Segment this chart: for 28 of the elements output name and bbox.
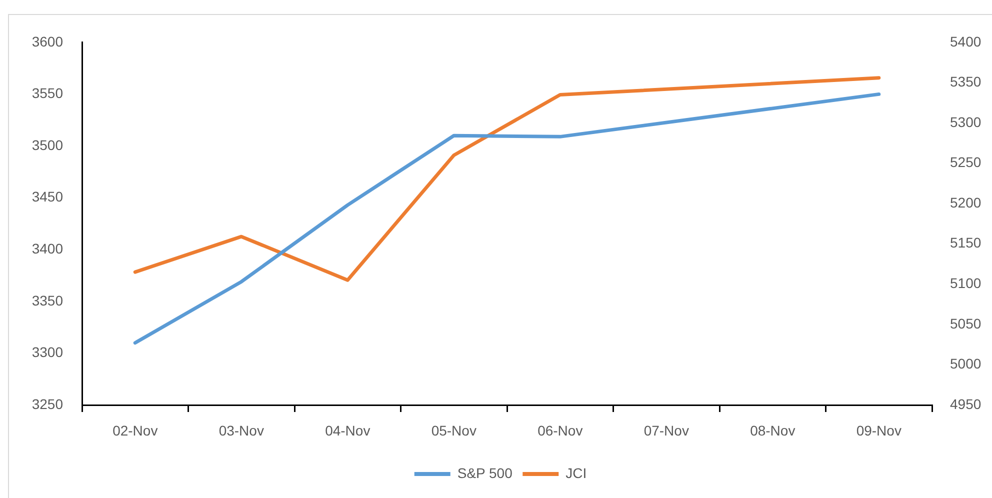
x-tick-label: 03-Nov <box>218 422 264 438</box>
x-tick-label: 02-Nov <box>112 422 158 438</box>
y2-tick-label: 5150 <box>950 234 982 251</box>
y-tick-label: 3400 <box>32 240 64 256</box>
x-tick-label: 07-Nov <box>644 422 689 438</box>
y-tick-label: 3600 <box>32 33 64 50</box>
legend-label: JCI <box>566 464 587 481</box>
y-tick-label: 3350 <box>32 292 64 308</box>
y2-tick-label: 5050 <box>950 315 982 332</box>
y-tick-label: 3450 <box>32 188 64 205</box>
x-tick-label: 05-Nov <box>431 422 476 438</box>
y2-tick-label: 5350 <box>950 74 982 90</box>
x-tick-label: 04-Nov <box>325 422 370 438</box>
y-tick-label: 3250 <box>32 396 64 412</box>
y-tick-label: 3300 <box>32 344 64 360</box>
x-tick-label: 06-Nov <box>538 422 583 438</box>
y2-tick-label: 5250 <box>950 154 982 170</box>
y-tick-label: 3500 <box>32 136 64 153</box>
y2-tick-label: 5000 <box>950 356 982 372</box>
y2-tick-label: 5100 <box>950 274 982 291</box>
y-tick-label: 3550 <box>32 85 64 102</box>
legend-label: S&P 500 <box>457 464 513 481</box>
y2-tick-label: 5400 <box>950 33 982 50</box>
y2-tick-label: 5300 <box>950 114 982 130</box>
y2-tick-label: 4950 <box>950 396 982 412</box>
x-tick-label: 09-Nov <box>856 422 902 438</box>
x-tick-label: 08-Nov <box>750 422 796 438</box>
y2-tick-label: 5200 <box>950 194 982 210</box>
